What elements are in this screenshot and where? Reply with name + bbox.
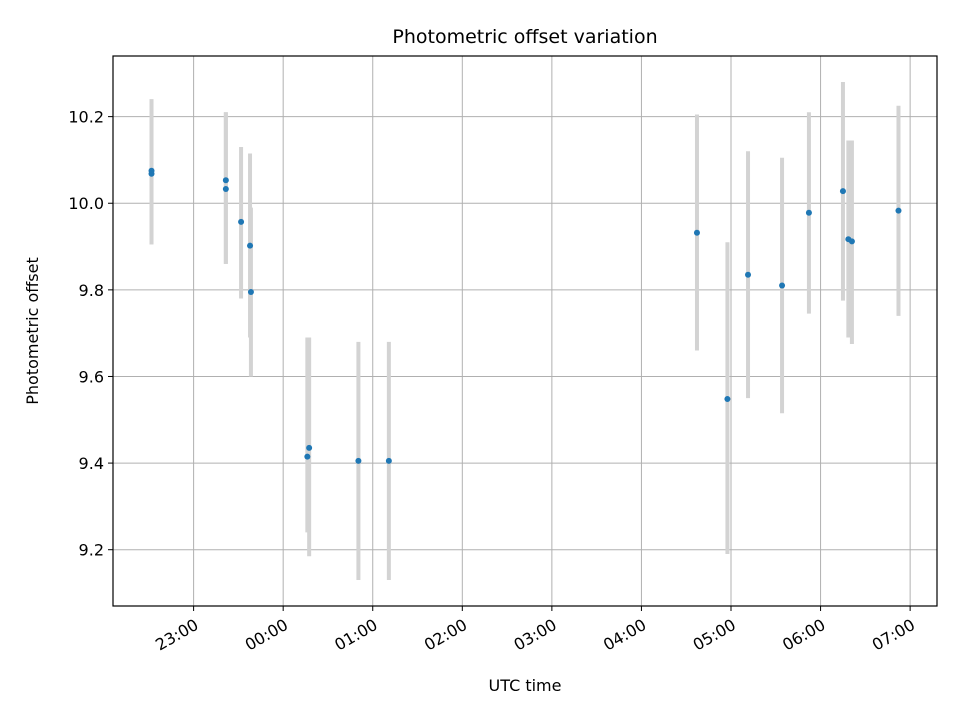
data-point <box>779 282 786 289</box>
y-axis-label: Photometric offset <box>23 257 42 405</box>
data-point <box>247 289 254 296</box>
y-tick-label: 9.8 <box>79 281 104 300</box>
x-tick-label: 01:00 <box>331 615 380 655</box>
y-tick-label: 9.4 <box>79 454 104 473</box>
data-point <box>148 170 155 177</box>
y-tick-label: 10.0 <box>68 194 104 213</box>
x-tick-label: 00:00 <box>242 615 291 655</box>
data-point <box>848 238 855 245</box>
x-tick-label: 02:00 <box>421 615 470 655</box>
data-point <box>724 395 731 402</box>
y-tick-label: 9.2 <box>79 541 104 560</box>
y-tick-layer: 9.2 9.4 9.6 9.8 10.0 10.2 <box>68 108 113 560</box>
data-point <box>306 444 313 451</box>
data-point <box>839 188 846 195</box>
data-point <box>247 242 254 249</box>
x-tick-label: 23:00 <box>152 615 201 655</box>
data-point <box>805 209 812 216</box>
x-tick-label: 05:00 <box>690 615 739 655</box>
y-tick-label: 9.6 <box>79 367 104 386</box>
x-tick-label: 03:00 <box>510 615 559 655</box>
grid-layer <box>113 56 937 606</box>
y-tick-label: 10.2 <box>68 108 104 127</box>
errorbar-layer <box>149 81 901 581</box>
chart-title: Photometric offset variation <box>392 26 657 48</box>
x-tick-layer: 23:00 00:00 01:00 02:00 03:00 04:00 05:00 06:00… <box>152 606 918 655</box>
data-point <box>745 271 752 278</box>
data-point <box>355 457 362 464</box>
data-point <box>895 207 902 214</box>
x-axis-label: UTC time <box>489 676 562 695</box>
data-point <box>222 185 229 192</box>
data-point <box>304 453 311 460</box>
point-layer <box>148 167 902 464</box>
x-tick-label: 06:00 <box>779 615 828 655</box>
data-point <box>385 457 392 464</box>
x-tick-label: 07:00 <box>869 615 918 655</box>
data-point <box>222 177 229 184</box>
data-point <box>238 218 245 225</box>
plot-frame <box>112 55 938 607</box>
x-tick-label: 04:00 <box>600 615 649 655</box>
data-point <box>693 229 700 236</box>
